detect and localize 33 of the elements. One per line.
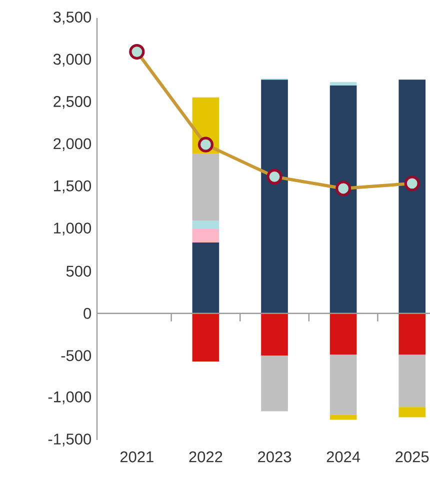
y-tick-label: 0: [84, 308, 92, 319]
bar: [398, 354, 426, 408]
bar: [261, 356, 288, 412]
bar: [192, 242, 220, 314]
y-tick-label: 1,500: [54, 180, 92, 194]
x-tick-label: 2023: [258, 451, 292, 462]
y-tick-label: -1,000: [48, 391, 92, 404]
y-tick-label: 3,500: [53, 12, 92, 24]
bar: [192, 229, 220, 243]
x-tick-label: 2021: [120, 451, 154, 462]
bar: [192, 220, 220, 229]
x-tick-label: 2022: [189, 451, 222, 462]
bar: [261, 80, 288, 314]
bar: [398, 80, 426, 314]
bar: [330, 414, 357, 420]
bar: [330, 86, 357, 314]
bar: [330, 313, 357, 355]
x-tick-label: 2025: [396, 451, 429, 462]
bar: [192, 154, 220, 221]
bar: [192, 313, 220, 362]
bar: [261, 313, 288, 356]
y-tick-label: 2,500: [54, 96, 92, 109]
x-tick-label: 2024: [326, 451, 360, 462]
y-tick-label: 3,000: [53, 54, 92, 67]
y-tick-label: -500: [61, 350, 92, 362]
y-tick-label: 1,000: [54, 222, 92, 236]
y-tick-label: -1,500: [48, 434, 92, 446]
bar: [330, 354, 357, 415]
bar: [398, 407, 426, 418]
y-tick-label: 500: [66, 266, 92, 277]
bar: [398, 313, 426, 355]
bar: [330, 82, 357, 86]
y-tick-label: 2,000: [54, 138, 92, 151]
